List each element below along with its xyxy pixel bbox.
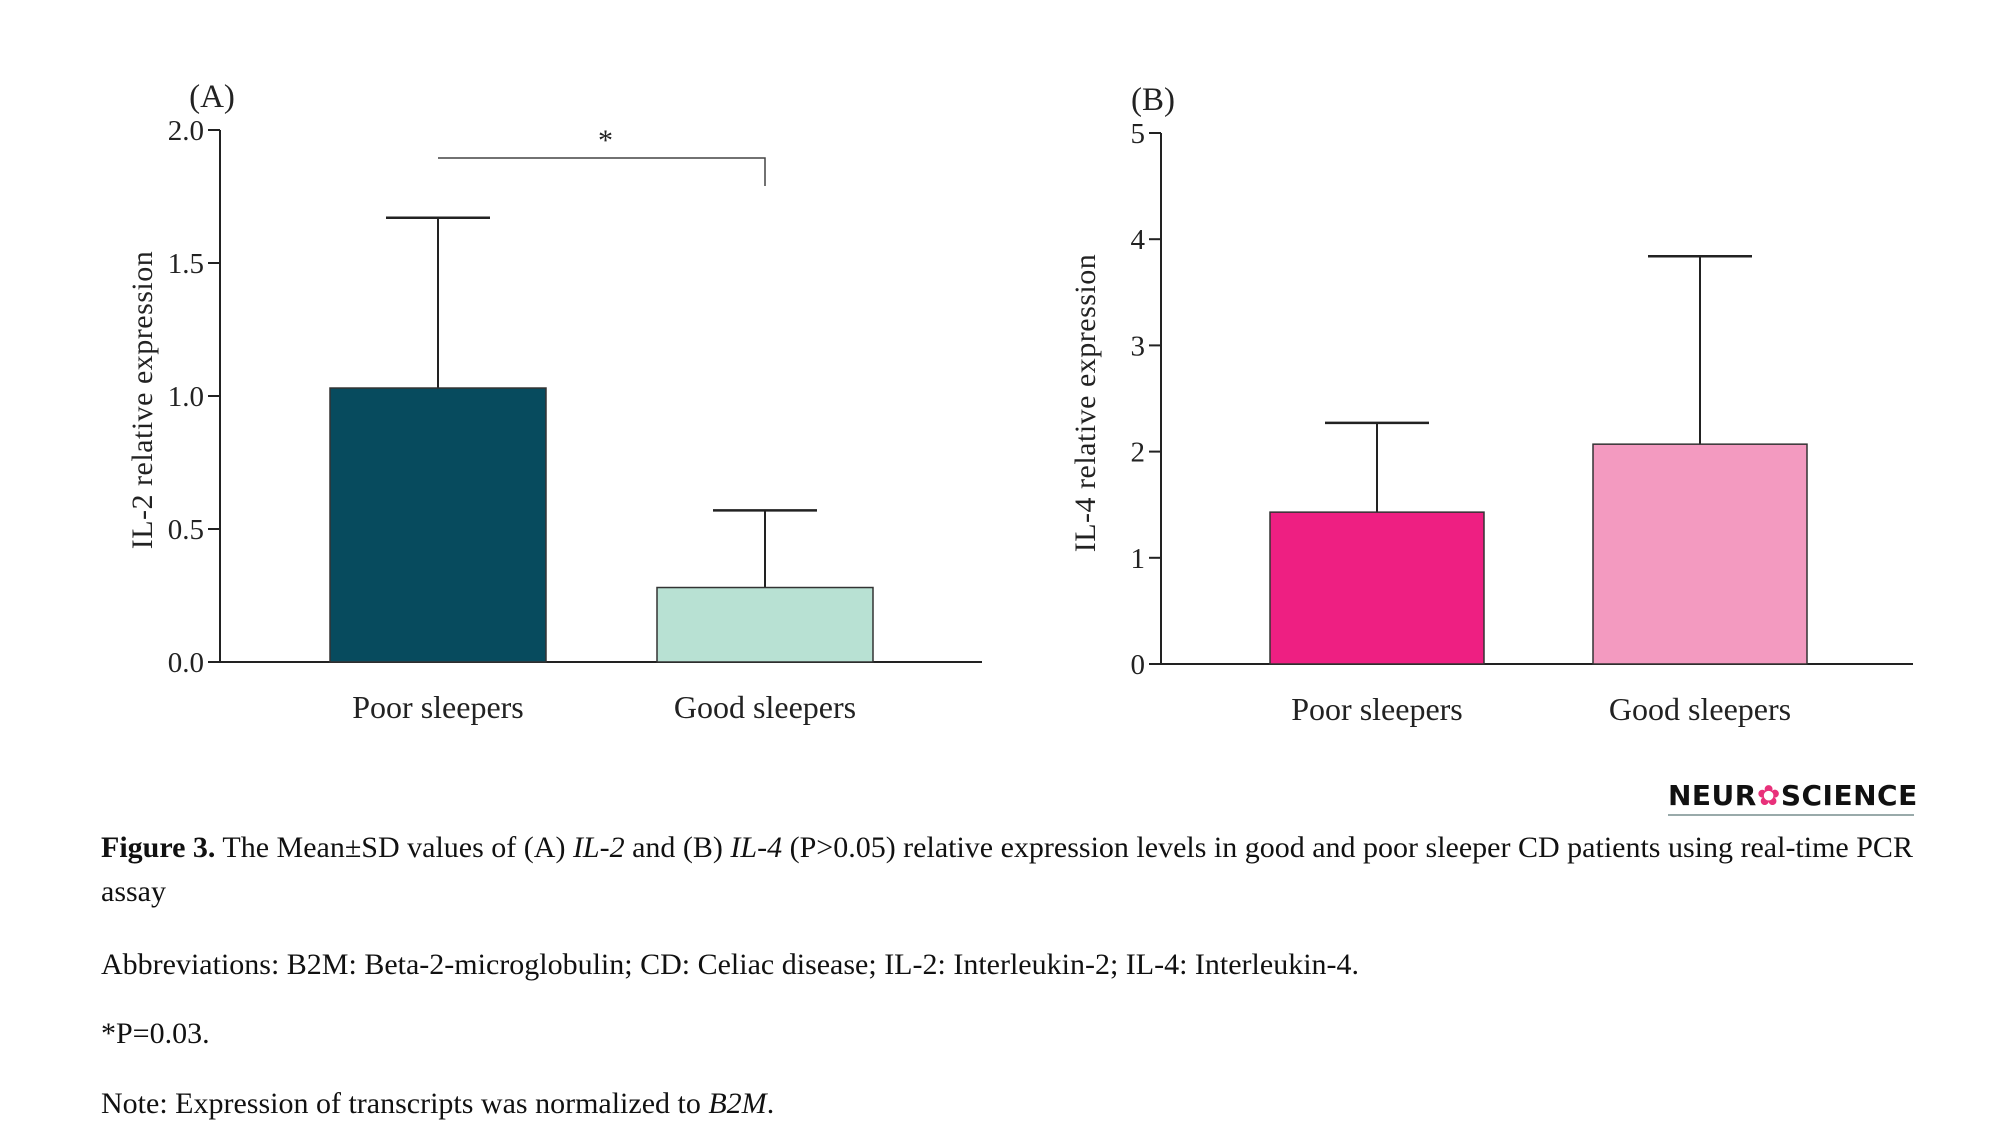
y-tick-label: 5 — [1131, 118, 1146, 150]
y-tick-label: 2 — [1131, 437, 1146, 469]
panel-label: (B) — [1131, 82, 1175, 118]
y-axis-title: IL-2 relative expression — [126, 251, 159, 550]
y-tick-label: 0.5 — [168, 514, 204, 546]
abbreviations-note: Abbreviations: B2M: Beta-2-microglobulin… — [101, 948, 1360, 981]
figure-3-charts: (A) 0.0 0.5 1.0 1.5 2.0 IL-2 relative expressi… — [126, 79, 1913, 727]
figure-label: Figure 3. — [101, 831, 216, 864]
significance-marker: * — [598, 124, 613, 157]
panel-label: (A) — [189, 79, 235, 115]
y-tick-label: 4 — [1131, 224, 1146, 256]
panel-a-il2-chart: (A) 0.0 0.5 1.0 1.5 2.0 IL-2 relative expressi… — [126, 79, 982, 725]
normalization-note: Note: Expression of transcripts was norm… — [101, 1087, 775, 1120]
y-tick-label: 2.0 — [168, 115, 204, 147]
y-tick-label: 1.0 — [168, 381, 204, 413]
x-category-label: Good sleepers — [674, 689, 856, 725]
y-tick-label: 3 — [1131, 330, 1146, 362]
neuroscience-logo: NEUR✿SCIENCE — [1668, 778, 1917, 816]
x-category-label: Poor sleepers — [352, 689, 524, 725]
x-category-label: Poor sleepers — [1291, 691, 1463, 727]
p-value-note: *P=0.03. — [101, 1017, 210, 1050]
bar — [656, 586, 874, 663]
significance-bracket — [438, 157, 766, 186]
y-tick-label: 1.5 — [168, 248, 204, 280]
y-tick-label: 0 — [1131, 649, 1146, 681]
y-tick-label: 0.0 — [168, 647, 204, 679]
y-axis-title: IL-4 relative expression — [1069, 254, 1102, 553]
panel-b-il4-chart: (B) 0 1 2 3 4 5 IL-4 relative expression Poor sl… — [1069, 82, 1913, 727]
bar — [329, 387, 547, 663]
bar — [1269, 511, 1485, 665]
figure-caption: Figure 3. The Mean±SD values of (A) IL-2… — [101, 831, 1913, 908]
x-category-label: Good sleepers — [1609, 691, 1791, 727]
bar — [1592, 443, 1808, 665]
y-tick-label: 1 — [1131, 543, 1146, 575]
